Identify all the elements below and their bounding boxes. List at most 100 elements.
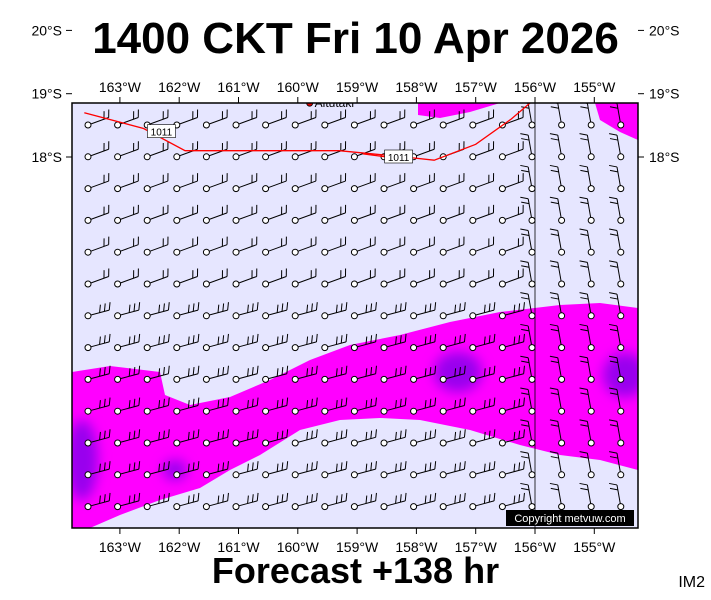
wind-barb [262,461,289,479]
wind-band-top-right [595,103,638,140]
wind-barb [498,461,525,479]
wind-barb [609,482,625,511]
wind-barb [469,397,496,415]
isobar [84,103,532,161]
wind-barb [202,109,228,129]
wind-barb [202,461,229,479]
wind-barb [321,461,348,479]
wind-barb [232,204,258,224]
wind-barb [410,302,437,320]
wind-barb [114,236,139,256]
place-marker [431,37,437,43]
wind-barb [321,397,348,415]
wind-barb [609,323,625,352]
lon-tick-label-bottom: 163°W [99,539,142,555]
place-label: Mauke [460,14,496,28]
wind-barb [498,397,525,415]
wind-barb [410,204,435,224]
wind-barb [114,365,141,383]
wind-barb [609,260,625,288]
wind-barb [469,429,496,447]
wind-barb [84,173,110,193]
wind-barb [549,228,566,256]
lat-tick-label-right: 18°S [649,149,680,165]
wind-barb [549,323,566,352]
copyright-bg [506,510,634,526]
wind-barb [498,236,524,256]
wind-barb [232,302,259,320]
lon-tick-label-bottom: 161°W [217,539,260,555]
wind-barb [114,141,139,161]
wind-barb [609,355,625,383]
wind-barb [520,482,536,511]
wind-barb [202,429,229,447]
isobar-label-box [384,149,413,164]
wind-barb [410,333,437,352]
wind-barb [173,492,200,511]
wind-barb [173,461,200,479]
lon-tick-label-top: 156°W [514,79,557,95]
corner-label: IM2 [678,574,705,591]
wind-barb [114,333,141,352]
wind-barb [232,333,259,352]
wind-barb [262,365,289,383]
wind-barb [410,173,435,193]
wind-barb [439,302,466,320]
wind-barb [143,268,169,288]
wind-barb [291,173,317,193]
wind-barb [84,141,110,161]
wind-barb [549,133,566,161]
wind-barb [321,333,348,352]
wind-barb [469,268,495,288]
wind-barb [579,133,595,161]
wind-barb [350,236,376,256]
wind-barb [202,397,229,415]
wind-barb [469,204,495,224]
wind-barb [549,482,566,511]
wind-barb [262,429,289,447]
wind-barb [579,260,595,288]
wind-barb [350,333,377,352]
lon-tick-label-top: 162°W [158,79,201,95]
wind-barb [232,365,259,383]
wind-barb [202,236,228,256]
wind-barb [84,397,111,415]
wind-barb [579,292,595,320]
wind-barb [520,419,536,447]
wind-barb [173,365,200,383]
wind-barb [321,236,347,256]
wind-band-top [418,103,500,118]
wind-barb [410,268,435,288]
wind-barb [350,204,376,224]
wind-barb [410,365,437,383]
wind-barb [609,133,625,161]
wind-barb [291,461,318,479]
wind-barb [232,461,259,479]
wind-barb [380,492,407,511]
lat-tick-label-right: 19°S [649,86,680,102]
wind-barb [469,492,496,511]
wind-barb [350,268,376,288]
wind-barb [469,333,496,352]
wind-barb [262,492,289,511]
wind-barb [380,333,407,352]
wind-barb [114,302,141,320]
wind-barb [609,419,625,447]
lon-tick-label-top: 157°W [455,79,498,95]
wind-barb [84,365,111,383]
wind-core [434,352,482,392]
wind-barb [291,333,318,352]
lon-tick-label-bottom: 162°W [158,539,201,555]
wind-barb [380,365,407,383]
wind-barb [380,268,406,288]
wind-barb [498,333,525,352]
wind-barb [579,323,595,352]
wind-core [72,420,98,500]
wind-barb [549,260,566,288]
wind-barb [469,109,495,129]
isobar-label: 1011 [151,128,173,139]
wind-barb [291,236,317,256]
lon-tick-label-top: 155°W [573,79,616,95]
wind-barb [439,173,465,193]
